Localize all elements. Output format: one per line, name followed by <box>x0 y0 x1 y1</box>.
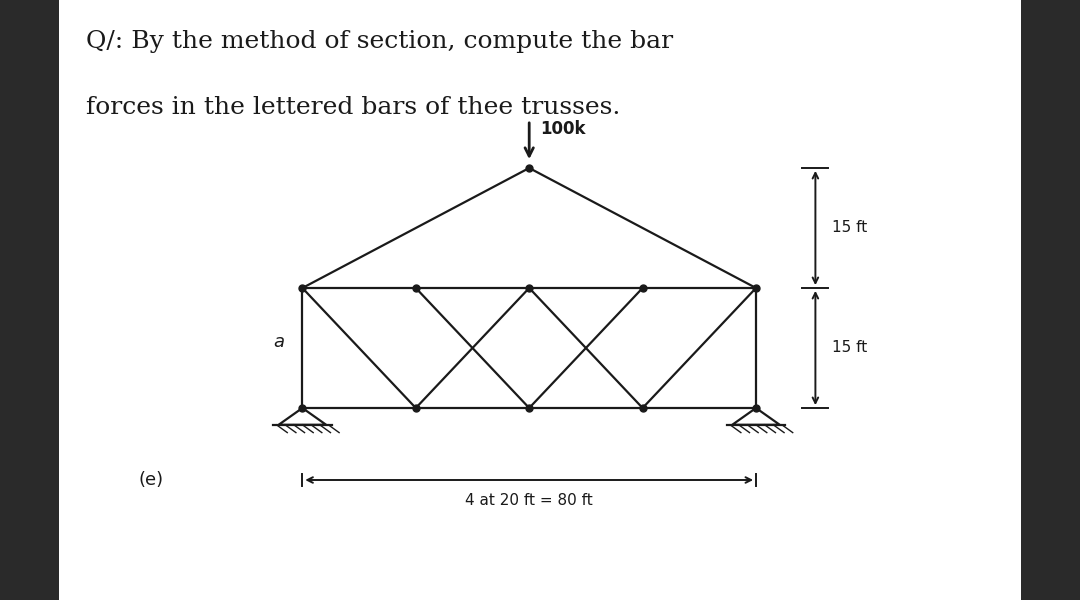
Text: Q/: By the method of section, compute the bar: Q/: By the method of section, compute th… <box>86 30 674 53</box>
Text: 100k: 100k <box>540 120 585 138</box>
Text: 15 ft: 15 ft <box>832 340 867 355</box>
Text: 15 ft: 15 ft <box>832 220 867 235</box>
Text: forces in the lettered bars of thee trusses.: forces in the lettered bars of thee trus… <box>86 96 621 119</box>
Text: (e): (e) <box>138 471 164 489</box>
Text: a: a <box>273 333 284 351</box>
Text: 4 at 20 ft = 80 ft: 4 at 20 ft = 80 ft <box>465 493 593 508</box>
